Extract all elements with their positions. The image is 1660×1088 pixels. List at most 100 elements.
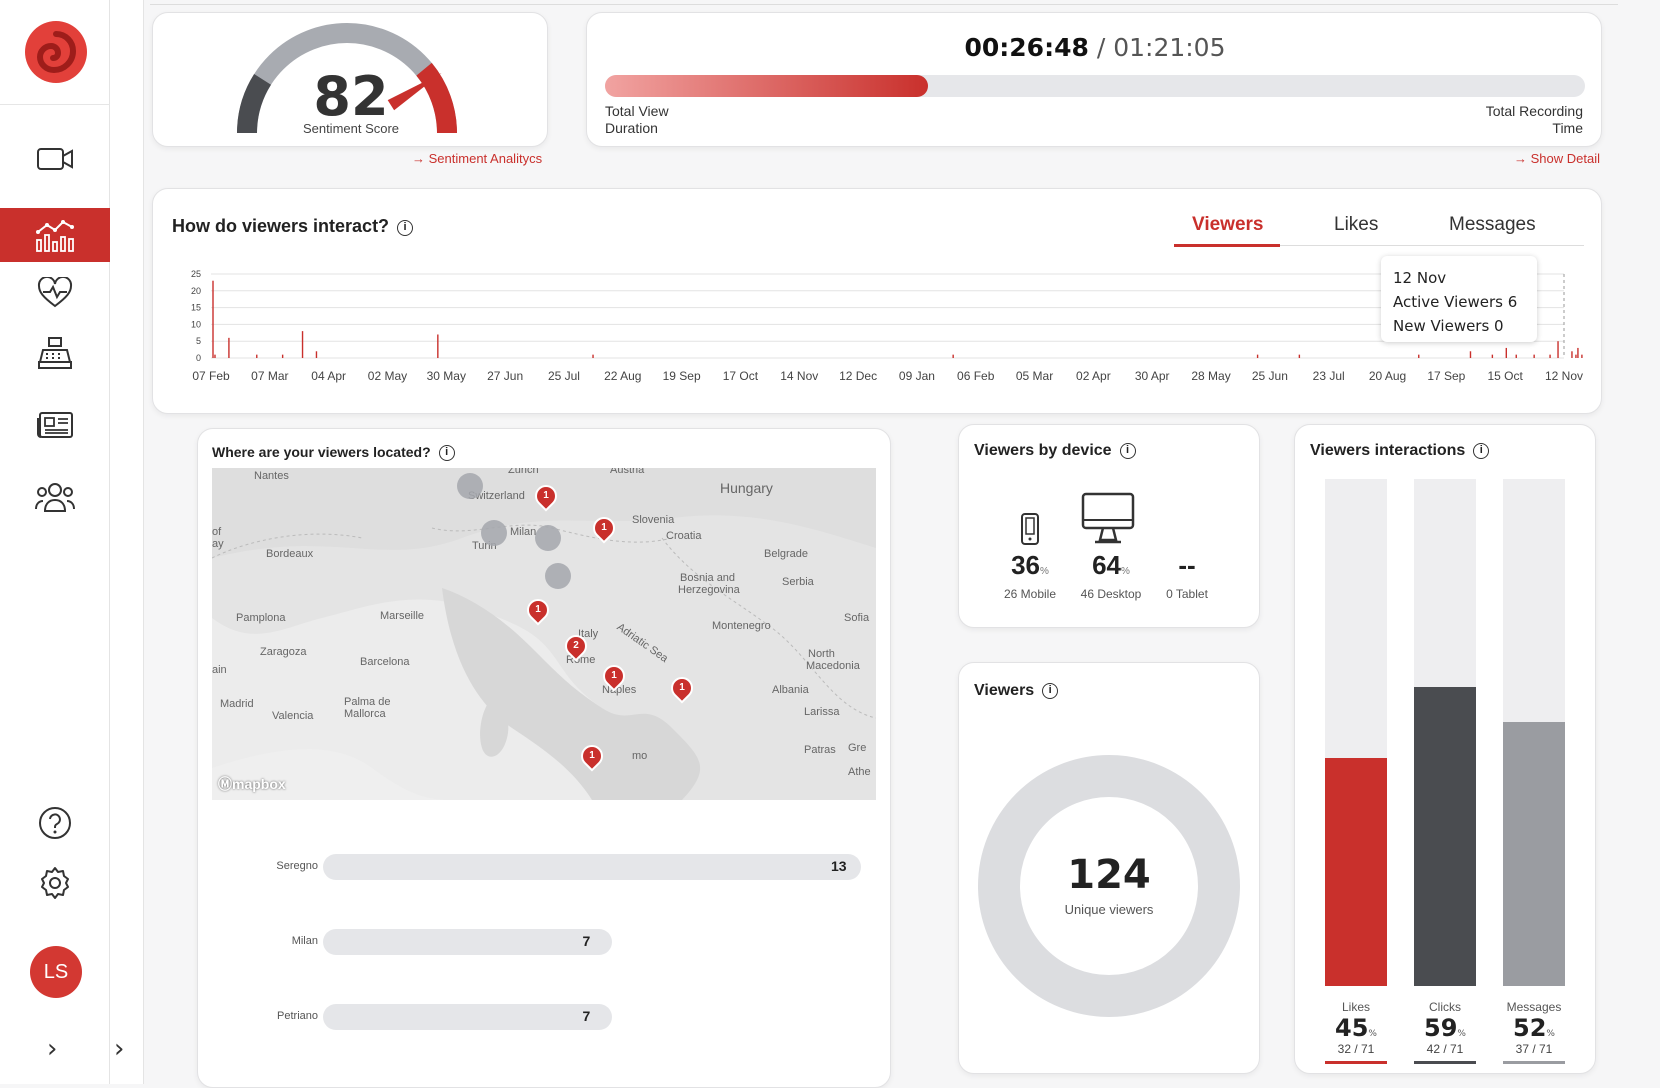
x-tick-label: 22 Aug: [604, 369, 641, 383]
x-tick-label: 17 Sep: [1427, 369, 1465, 383]
map-cluster[interactable]: [457, 473, 483, 499]
interactions-title: Viewers interactions i: [1310, 442, 1490, 460]
x-tick-label: 25 Jul: [548, 369, 580, 383]
map-place-label: Bordeaux: [266, 548, 314, 560]
map-place-label: Sofia: [844, 612, 870, 624]
map-place-label: Zurich: [508, 468, 539, 476]
interaction-fraction: 37 / 71: [1515, 1042, 1553, 1056]
map-pin-count: 1: [601, 522, 607, 533]
heart-pulse-icon: [37, 277, 73, 308]
x-tick-label: 09 Jan: [899, 369, 935, 383]
map-pin-count: 1: [535, 604, 541, 615]
interaction-bar-fill: [1503, 722, 1565, 986]
map-place-label: ain: [212, 664, 227, 676]
interaction-fraction: 32 / 71: [1337, 1042, 1375, 1056]
interaction-bar-fill: [1414, 686, 1476, 986]
map-place-label: Patras: [804, 744, 836, 756]
map-pin-count: 1: [589, 750, 595, 761]
viewer-map[interactable]: Nantes Zurich Austria Switzerland Hungary Slo…: [212, 468, 876, 800]
active-tab-indicator: [1174, 244, 1280, 247]
sidebar: LS ›: [0, 0, 110, 1084]
x-tick-label: 05 Mar: [1016, 369, 1053, 383]
interaction-stat: Likes 45% 32 / 71: [1315, 1000, 1397, 1056]
x-tick-label: 20 Aug: [1369, 369, 1406, 383]
map-place-label: Gre: [848, 742, 867, 754]
info-icon[interactable]: i: [1119, 443, 1136, 459]
info-icon[interactable]: i: [1473, 443, 1490, 459]
map-place-label: Montenegro: [712, 620, 771, 632]
map-place-label: Austria: [610, 468, 645, 476]
interaction-bar-track: [1325, 479, 1387, 986]
x-tick-label: 07 Feb: [192, 369, 230, 383]
map-place-label: Barcelona: [360, 656, 410, 668]
tab-messages[interactable]: Messages: [1449, 214, 1536, 235]
map-cluster[interactable]: [545, 563, 571, 589]
newspaper-icon: [37, 412, 73, 438]
x-tick-label: 25 Jun: [1252, 369, 1288, 383]
info-icon[interactable]: i: [438, 445, 455, 461]
map-place-label: Albania: [772, 684, 809, 696]
nav-audience[interactable]: [0, 470, 110, 524]
x-tick-label: 30 May: [427, 369, 466, 383]
interaction-bar-track: [1503, 479, 1565, 986]
city-count: 7: [582, 933, 591, 949]
device-tablet: -- 0 Tablet: [1166, 550, 1208, 601]
map-place-label: Pamplona: [236, 612, 286, 624]
map-place-label: of: [212, 526, 222, 538]
x-tick-label: 19 Sep: [663, 369, 701, 383]
interaction-underline: [1414, 1061, 1476, 1064]
viewers-title: Viewers i: [974, 682, 1059, 700]
nav-analytics[interactable]: [0, 208, 110, 262]
nav-commerce[interactable]: [0, 326, 110, 380]
x-tick-label: 02 Apr: [1076, 369, 1111, 383]
info-icon[interactable]: i: [397, 220, 414, 236]
help-icon: [39, 807, 71, 839]
sentiment-analytics-link[interactable]: → Sentiment Analitycs: [412, 151, 543, 166]
nav-health[interactable]: [0, 266, 110, 320]
interaction-percent: 45: [1335, 1014, 1369, 1042]
city-bar: [323, 1004, 613, 1030]
map-cluster[interactable]: [481, 520, 507, 546]
expand-sidebar-icon[interactable]: ›: [47, 1034, 58, 1064]
app-logo[interactable]: [20, 16, 92, 88]
mapbox-attribution: Ⓜmapbox: [218, 776, 286, 792]
nav-settings[interactable]: [0, 856, 110, 910]
unique-viewers-donut: [978, 755, 1240, 1017]
city-count: 7: [582, 1008, 591, 1024]
city-count: 13: [831, 858, 847, 874]
interaction-underline: [1325, 1061, 1387, 1064]
interaction-label: Clicks: [1429, 1000, 1461, 1014]
nav-help[interactable]: [0, 796, 110, 850]
expand-panel-icon[interactable]: ›: [114, 1034, 125, 1064]
x-tick-label: 30 Apr: [1135, 369, 1170, 383]
sentiment-gauge: [237, 23, 457, 134]
x-tick-label: 28 May: [1191, 369, 1230, 383]
recording-progress-fill: [605, 75, 929, 97]
avatar[interactable]: LS: [30, 946, 82, 998]
sentiment-score: 82: [313, 65, 389, 128]
interaction-label: Likes: [1341, 1000, 1370, 1014]
map-place-label: Athe: [848, 766, 871, 778]
show-detail-link[interactable]: → Show Detail: [1514, 151, 1600, 166]
y-tick-label: 5: [196, 336, 201, 346]
tab-viewers[interactable]: Viewers: [1192, 214, 1264, 235]
map-place-label: Serbia: [782, 576, 814, 588]
map-place-label: Madrid: [220, 698, 254, 710]
x-tick-label: 23 Jul: [1313, 369, 1345, 383]
tab-likes[interactable]: Likes: [1334, 214, 1379, 235]
city-name: Seregno: [276, 860, 318, 872]
mobile-icon: [1021, 513, 1039, 545]
x-tick-label: 12 Dec: [839, 369, 877, 383]
map-place-label: Marseille: [380, 610, 425, 622]
map-place-label: Slovenia: [632, 514, 675, 526]
city-name: Milan: [291, 935, 318, 947]
info-icon[interactable]: i: [1042, 683, 1059, 699]
location-title: Where are your viewers located? i: [212, 444, 455, 461]
y-tick-label: 10: [191, 319, 201, 329]
nav-recordings[interactable]: [0, 132, 110, 186]
map-cluster[interactable]: [535, 525, 561, 551]
y-tick-label: 25: [191, 269, 201, 279]
recording-time-label: Total Recording: [1485, 103, 1583, 119]
x-tick-label: 02 May: [368, 369, 407, 383]
nav-news[interactable]: [0, 398, 110, 452]
